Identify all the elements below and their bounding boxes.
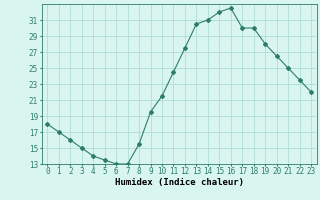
X-axis label: Humidex (Indice chaleur): Humidex (Indice chaleur)	[115, 178, 244, 187]
